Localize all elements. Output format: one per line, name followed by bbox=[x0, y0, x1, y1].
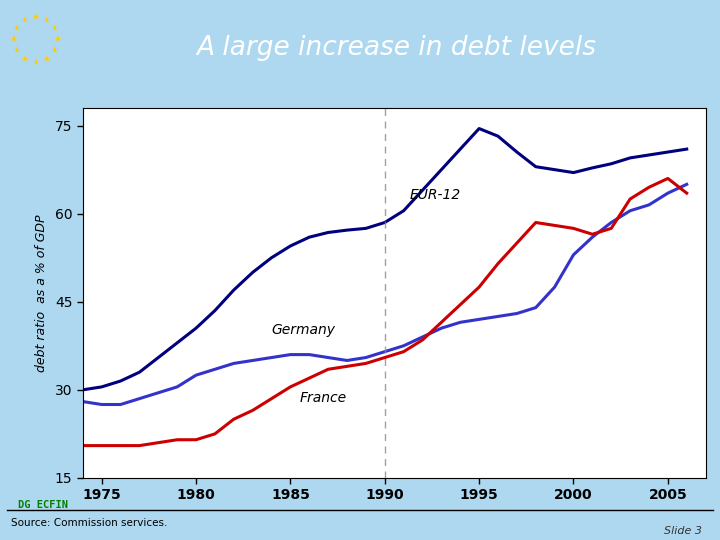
Text: Source: Commission services.: Source: Commission services. bbox=[11, 518, 167, 529]
Text: A large increase in debt levels: A large increase in debt levels bbox=[196, 35, 596, 61]
Text: Germany: Germany bbox=[271, 323, 336, 337]
Text: France: France bbox=[300, 390, 347, 404]
Text: EUR-12: EUR-12 bbox=[409, 188, 461, 202]
Y-axis label: debt ratio  as a % of GDP: debt ratio as a % of GDP bbox=[35, 214, 48, 372]
Text: DG ECFIN: DG ECFIN bbox=[18, 500, 68, 510]
Text: Slide 3: Slide 3 bbox=[664, 525, 702, 536]
